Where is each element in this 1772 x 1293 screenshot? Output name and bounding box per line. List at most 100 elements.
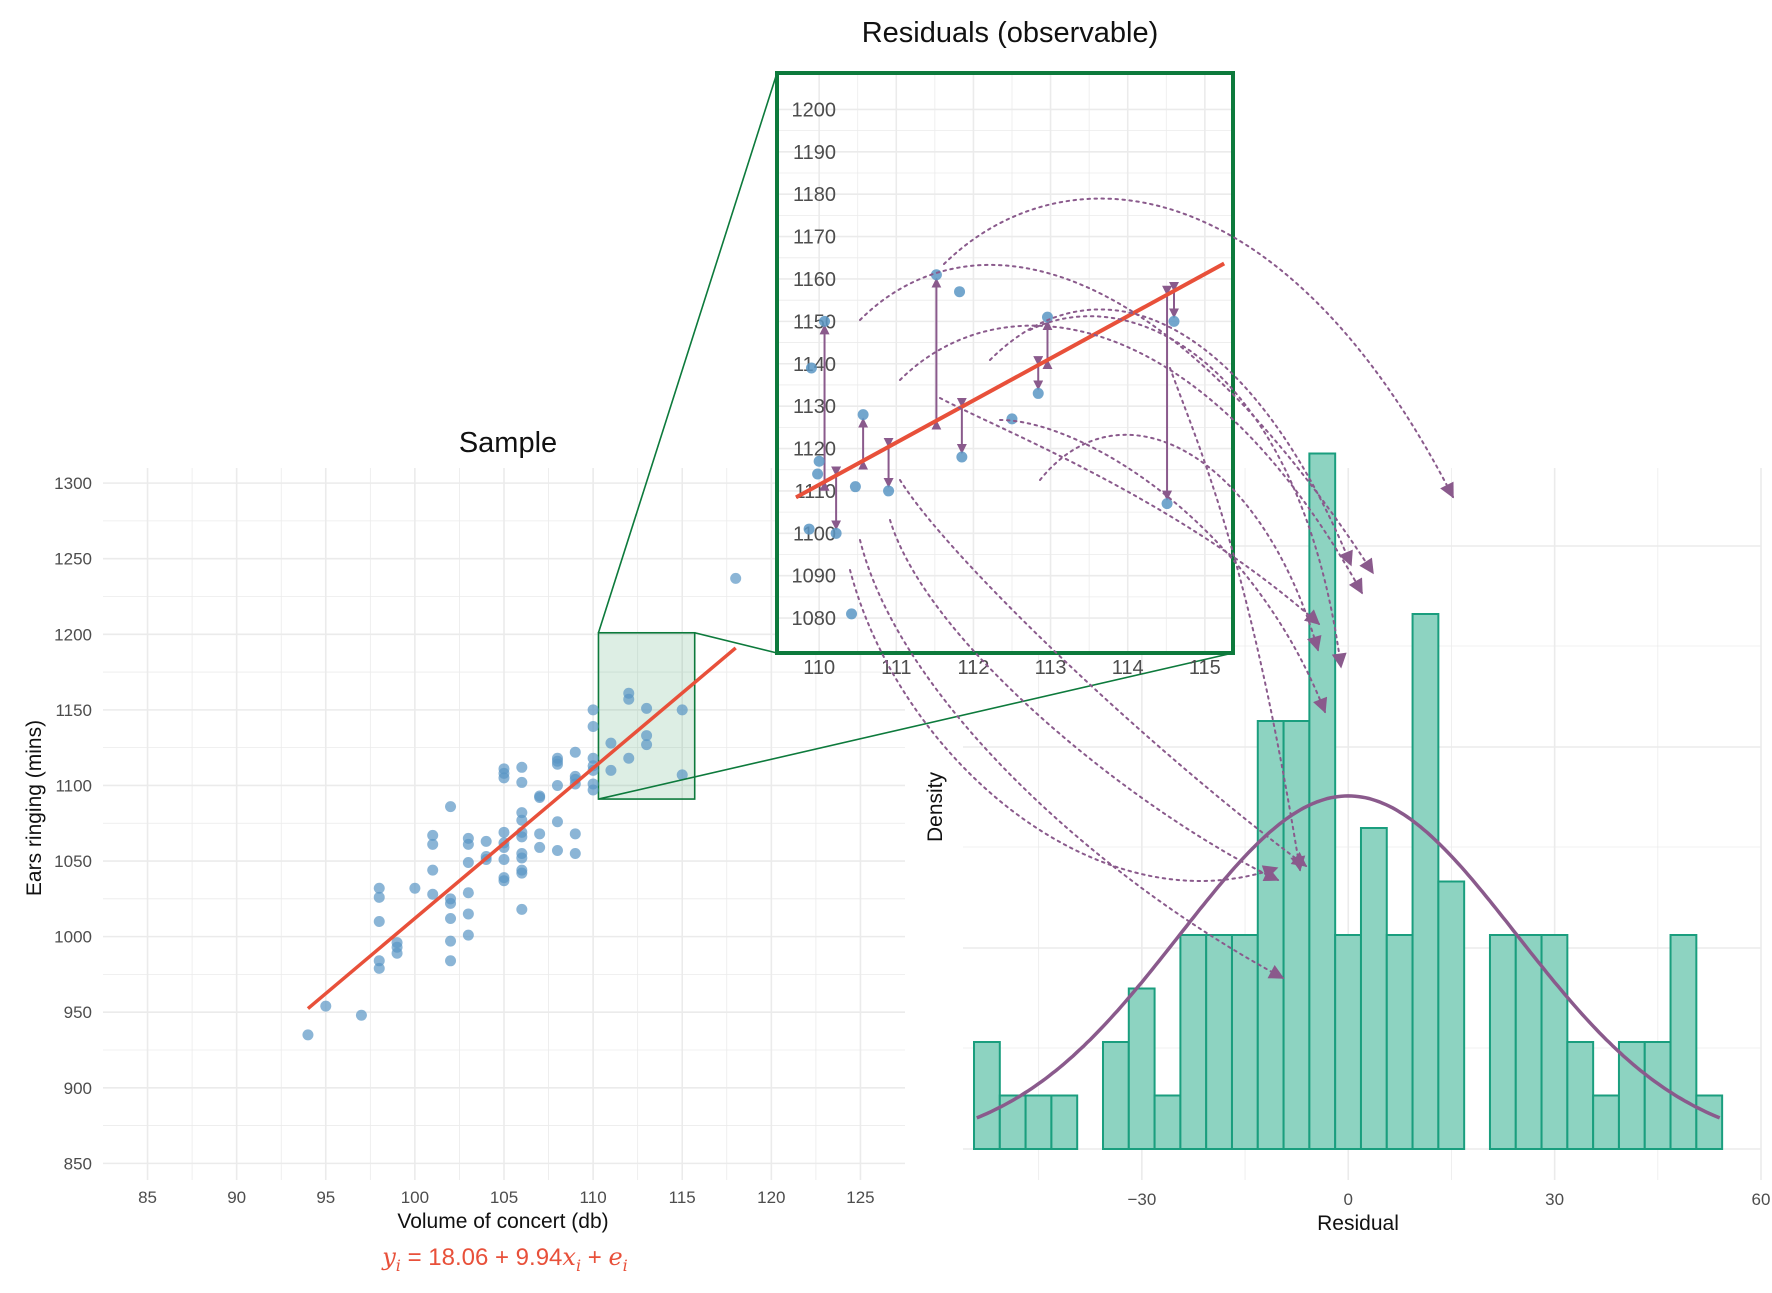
sample-y-tick-label: 1300 bbox=[54, 474, 92, 493]
histogram-x-tick-label: 60 bbox=[1752, 1190, 1771, 1209]
histogram-bar bbox=[1024, 1094, 1053, 1150]
zoom-point bbox=[849, 481, 861, 493]
equation-plus: + bbox=[581, 1244, 608, 1271]
zoom-point bbox=[1168, 315, 1180, 327]
equation-error: e bbox=[608, 1243, 622, 1271]
sample-y-tick-label: 950 bbox=[64, 1003, 92, 1022]
zoom-point bbox=[954, 286, 966, 298]
histogram-x-axis-label: Residual bbox=[1317, 1212, 1399, 1235]
sample-x-tick-label: 95 bbox=[316, 1188, 335, 1207]
sample-point bbox=[427, 864, 439, 876]
histogram-bar bbox=[1127, 987, 1156, 1150]
sample-point bbox=[534, 828, 546, 840]
sample-point bbox=[676, 769, 688, 781]
sample-x-tick-label: 115 bbox=[669, 1188, 696, 1207]
sample-fit-line bbox=[306, 646, 737, 1010]
sample-x-axis-label: Volume of concert (db) bbox=[397, 1210, 608, 1233]
sample-y-tick-label: 1250 bbox=[54, 550, 92, 569]
normal-density-curve bbox=[976, 794, 1721, 1120]
histogram-bar bbox=[1205, 934, 1233, 1150]
sample-y-tick-label: 1050 bbox=[54, 852, 92, 871]
histogram-bar bbox=[1385, 934, 1414, 1150]
histogram-bar bbox=[1179, 934, 1208, 1150]
zoom-x-tick-label: 110 bbox=[803, 657, 835, 679]
sample-point bbox=[516, 814, 528, 826]
histogram-bar bbox=[1488, 934, 1517, 1150]
zoom-point bbox=[813, 455, 825, 467]
sample-point bbox=[569, 828, 581, 840]
dotted-mapping-arrow bbox=[943, 197, 1454, 499]
zoom-x-tick-label: 113 bbox=[1035, 657, 1067, 679]
dotted-mapping-arrow bbox=[1169, 367, 1306, 872]
dotted-mapping-arrow bbox=[999, 419, 1328, 714]
sample-point bbox=[445, 912, 457, 924]
sample-point bbox=[534, 792, 546, 804]
histogram-x-tick-label: −30 bbox=[1127, 1190, 1156, 1209]
sample-point bbox=[623, 752, 635, 764]
histogram-y-axis-label: Density bbox=[924, 771, 947, 842]
zoom-connector-line bbox=[597, 72, 778, 634]
residual-segments bbox=[819, 277, 1179, 531]
zoom-y-tick-label: 1200 bbox=[792, 99, 837, 121]
dotted-mapping-arrow bbox=[849, 569, 1279, 882]
sample-point bbox=[373, 882, 385, 894]
sample-point bbox=[587, 784, 599, 796]
zoom-y-tick-label: 1170 bbox=[793, 227, 836, 249]
sample-point bbox=[498, 854, 510, 866]
zoom-connector-line bbox=[598, 652, 1234, 800]
sample-x-tick-label: 125 bbox=[846, 1188, 874, 1207]
zoom-point bbox=[819, 315, 831, 327]
sample-point bbox=[462, 908, 474, 920]
zoom-y-tick-label: 1160 bbox=[793, 269, 836, 291]
sample-point bbox=[355, 1009, 367, 1021]
sample-point bbox=[516, 776, 528, 788]
sample-point bbox=[462, 838, 474, 850]
sample-point bbox=[641, 730, 653, 742]
sample-point bbox=[534, 841, 546, 853]
sample-point bbox=[730, 572, 742, 584]
dotted-mapping-arrow bbox=[939, 397, 1321, 625]
sample-point bbox=[427, 838, 439, 850]
histogram-bar bbox=[1643, 1041, 1672, 1150]
histogram-bar bbox=[1334, 934, 1362, 1150]
sample-point bbox=[409, 882, 421, 894]
sample-point bbox=[605, 764, 617, 776]
zoom-x-tick-label: 111 bbox=[881, 657, 911, 679]
zoom-points bbox=[803, 269, 1180, 620]
sample-point bbox=[373, 916, 385, 928]
sample-point bbox=[427, 829, 439, 841]
sample-x-tick-label: 105 bbox=[490, 1188, 518, 1207]
sample-y-tick-label: 1100 bbox=[55, 776, 92, 795]
equation-x-subscript: i bbox=[576, 1256, 581, 1275]
equation-error-subscript: i bbox=[623, 1256, 628, 1275]
sample-x-tick-label: 120 bbox=[757, 1188, 785, 1207]
sample-tick-labels: 85 90 95 100 105 110 115 120 125 850 900 950 1000 105… bbox=[54, 474, 874, 1207]
histogram-bar bbox=[1153, 1094, 1182, 1150]
sample-point bbox=[516, 761, 528, 773]
sample-point bbox=[569, 847, 581, 859]
zoom-y-tick-label: 1180 bbox=[793, 184, 836, 206]
sample-point bbox=[462, 857, 474, 869]
residuals-title: Residuals (observable) bbox=[862, 17, 1159, 49]
sample-point bbox=[445, 955, 457, 967]
sample-point bbox=[516, 807, 528, 819]
zoom-inset-border bbox=[775, 71, 1235, 655]
histogram-bar bbox=[1282, 720, 1311, 1150]
zoom-point bbox=[883, 485, 895, 497]
zoom-y-tick-label: 1090 bbox=[792, 566, 837, 588]
sample-point bbox=[498, 875, 510, 887]
sample-point bbox=[516, 903, 528, 915]
dotted-mapping-arrow bbox=[1029, 315, 1347, 669]
histogram-bar bbox=[1592, 1094, 1620, 1150]
zoom-point bbox=[805, 362, 817, 374]
dotted-mapping-arrow bbox=[899, 324, 1363, 595]
sample-point bbox=[676, 704, 688, 716]
sample-point bbox=[569, 746, 581, 758]
sample-y-tick-label: 1200 bbox=[54, 625, 92, 644]
sample-point bbox=[427, 888, 439, 900]
histogram-bar bbox=[1669, 934, 1698, 1150]
sample-gridlines bbox=[103, 468, 905, 1180]
sample-y-tick-label: 900 bbox=[64, 1079, 92, 1098]
sample-point bbox=[587, 752, 599, 764]
